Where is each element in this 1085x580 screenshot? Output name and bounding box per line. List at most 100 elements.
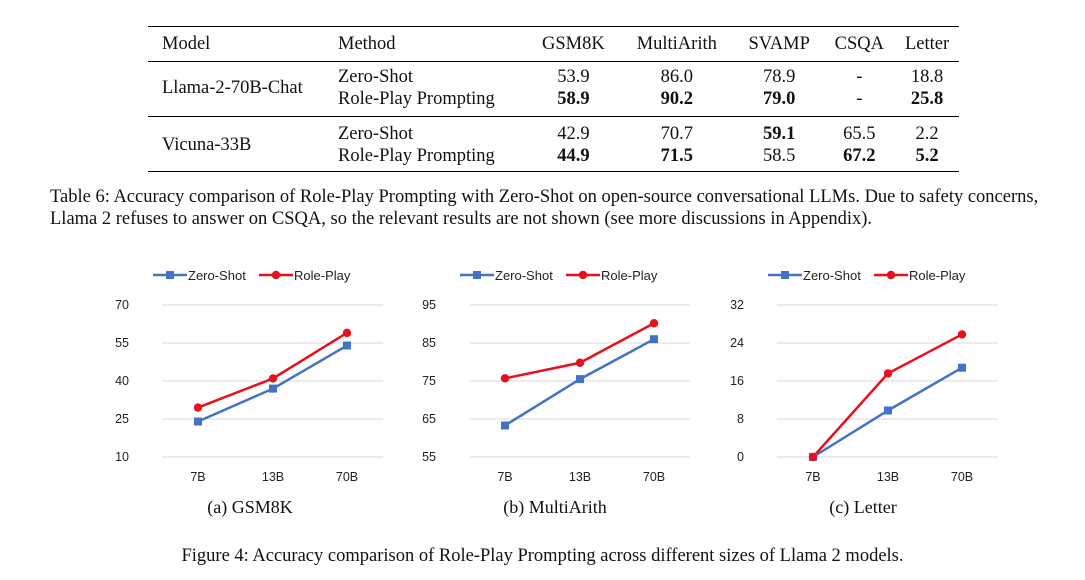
header-method: Method [338, 34, 396, 54]
data-point-zero-shot [194, 417, 202, 426]
value-gsm8k: 44.9 [557, 146, 590, 166]
method-name: Role-Play Prompting [338, 146, 495, 166]
chart-multiarith: 55 65 75 85 95 7B 13B 70B Zero-Shot Role-Play [422, 268, 690, 484]
y-tick-label: 95 [422, 298, 436, 312]
model-name: Llama-2-70B-Chat [148, 61, 338, 117]
data-point-role-play [575, 358, 585, 367]
legend-label: Zero-Shot [803, 268, 861, 283]
legend-marker-circle [578, 270, 588, 280]
y-tick-label: 70 [115, 298, 129, 312]
value-cell-gsm8k: 42.9 44.9 [528, 116, 619, 172]
value-csqa: - [856, 67, 863, 87]
legend-marker-circle [886, 270, 896, 280]
chart-letter: 0 8 16 24 32 7B 13B 70B Zero-Shot Role-Play [730, 268, 998, 484]
value-multiarith: 71.5 [660, 146, 693, 166]
header-multiarith: MultiArith [636, 34, 717, 54]
value-svamp: 59.1 [763, 124, 796, 144]
x-tick-label: 70B [951, 470, 973, 484]
legend-marker-circle [271, 270, 281, 280]
value-gsm8k: 42.9 [557, 124, 590, 144]
y-tick-label: 0 [737, 450, 744, 464]
x-tick-label: 70B [643, 470, 665, 484]
value-gsm8k: 58.9 [557, 89, 590, 109]
header-letter: Letter [904, 34, 950, 54]
method-name: Role-Play Prompting [338, 89, 495, 109]
legend-label: Role-Play [601, 268, 658, 283]
value-cell-multiarith: 86.0 90.2 [618, 61, 735, 117]
x-tick-label: 70B [336, 470, 358, 484]
data-point-zero-shot [884, 406, 892, 415]
subcaption-multiarith: (b) MultiArith [503, 497, 607, 517]
y-tick-label: 10 [115, 450, 129, 464]
value-cell-svamp: 78.9 79.0 [734, 61, 824, 117]
data-point-zero-shot [501, 421, 509, 430]
value-svamp: 79.0 [763, 89, 796, 109]
legend-label: Role-Play [294, 268, 351, 283]
y-tick-label: 55 [115, 336, 129, 350]
data-point-role-play [808, 452, 818, 462]
data-point-role-play [883, 369, 893, 378]
legend-label: Role-Play [909, 268, 966, 283]
method-name: Zero-Shot [338, 67, 414, 87]
value-gsm8k: 53.9 [557, 67, 590, 87]
figure-caption: Figure 4: Accuracy comparison of Role-Pl… [181, 546, 904, 566]
value-svamp: 78.9 [763, 67, 796, 87]
value-letter: 25.8 [910, 89, 944, 109]
table-body: Llama-2-70B-Chat Zero-Shot Role-Play Promp… [148, 61, 959, 172]
value-cell-gsm8k: 53.9 58.9 [528, 61, 619, 117]
x-tick-label: 7B [190, 470, 205, 484]
data-point-role-play [649, 319, 659, 328]
y-tick-label: 16 [730, 374, 744, 388]
data-point-zero-shot [958, 363, 966, 372]
data-point-role-play [957, 330, 967, 339]
method-cell: Zero-Shot Role-Play Prompting [338, 116, 528, 172]
table-caption: Table 6: Accuracy comparison of Role-Pla… [50, 187, 1039, 229]
value-cell-svamp: 59.1 58.5 [734, 116, 824, 172]
header-gsm8k: GSM8K [542, 34, 605, 54]
x-tick-label: 7B [497, 470, 512, 484]
header-svamp: SVAMP [748, 34, 810, 54]
value-cell-letter: 2.2 5.2 [895, 116, 959, 172]
y-tick-label: 8 [737, 412, 744, 426]
value-cell-csqa: 65.5 67.2 [823, 116, 896, 172]
chart-gsm8k: 10 25 40 55 70 7B 13B 70B Zero-Shot Role-Play [115, 268, 383, 484]
x-tick-label: 13B [877, 470, 899, 484]
x-tick-label: 13B [569, 470, 591, 484]
value-svamp: 58.5 [763, 146, 796, 166]
table-row: Vicuna-33B Zero-Shot Role-Play Prompting 42… [148, 116, 959, 172]
value-multiarith: 86.0 [660, 67, 693, 87]
data-point-role-play [268, 374, 278, 383]
model-name: Vicuna-33B [148, 116, 338, 172]
value-cell-csqa: -- [823, 61, 896, 117]
value-multiarith: 70.7 [660, 124, 693, 144]
method-name: Zero-Shot [338, 124, 414, 144]
value-cell-letter: 18.8 25.8 [895, 61, 959, 117]
legend-label: Zero-Shot [188, 268, 246, 283]
y-tick-label: 25 [115, 412, 129, 426]
method-cell: Zero-Shot Role-Play Prompting [338, 61, 528, 117]
series-line-zero-shot [197, 344, 348, 423]
y-tick-label: 40 [115, 374, 129, 388]
value-csqa: 65.5 [843, 124, 876, 144]
header-csqa: CSQA [834, 34, 884, 54]
data-point-role-play [193, 403, 203, 412]
value-letter: 5.2 [915, 146, 939, 166]
value-letter: 2.2 [915, 124, 939, 144]
y-tick-label: 32 [730, 298, 744, 312]
y-tick-label: 24 [730, 336, 744, 350]
legend-marker-square [166, 271, 174, 279]
table-row: Llama-2-70B-Chat Zero-Shot Role-Play Promp… [148, 61, 959, 117]
y-tick-label: 75 [422, 374, 436, 388]
table-header-row: Model Method GSM8K MultiArith SVAMP CSQA… [148, 26, 959, 62]
series-line-role-play [197, 331, 348, 409]
x-tick-label: 13B [262, 470, 284, 484]
results-table: Model Method GSM8K MultiArith SVAMP CSQA… [148, 26, 959, 172]
header-model: Model [162, 34, 211, 54]
legend-label: Zero-Shot [495, 268, 553, 283]
data-point-zero-shot [343, 341, 351, 350]
subcaption-gsm8k: (a) GSM8K [207, 497, 293, 517]
value-csqa: 67.2 [843, 146, 876, 166]
data-point-zero-shot [650, 335, 658, 344]
data-point-zero-shot [269, 384, 277, 393]
legend-marker-square [473, 271, 481, 279]
